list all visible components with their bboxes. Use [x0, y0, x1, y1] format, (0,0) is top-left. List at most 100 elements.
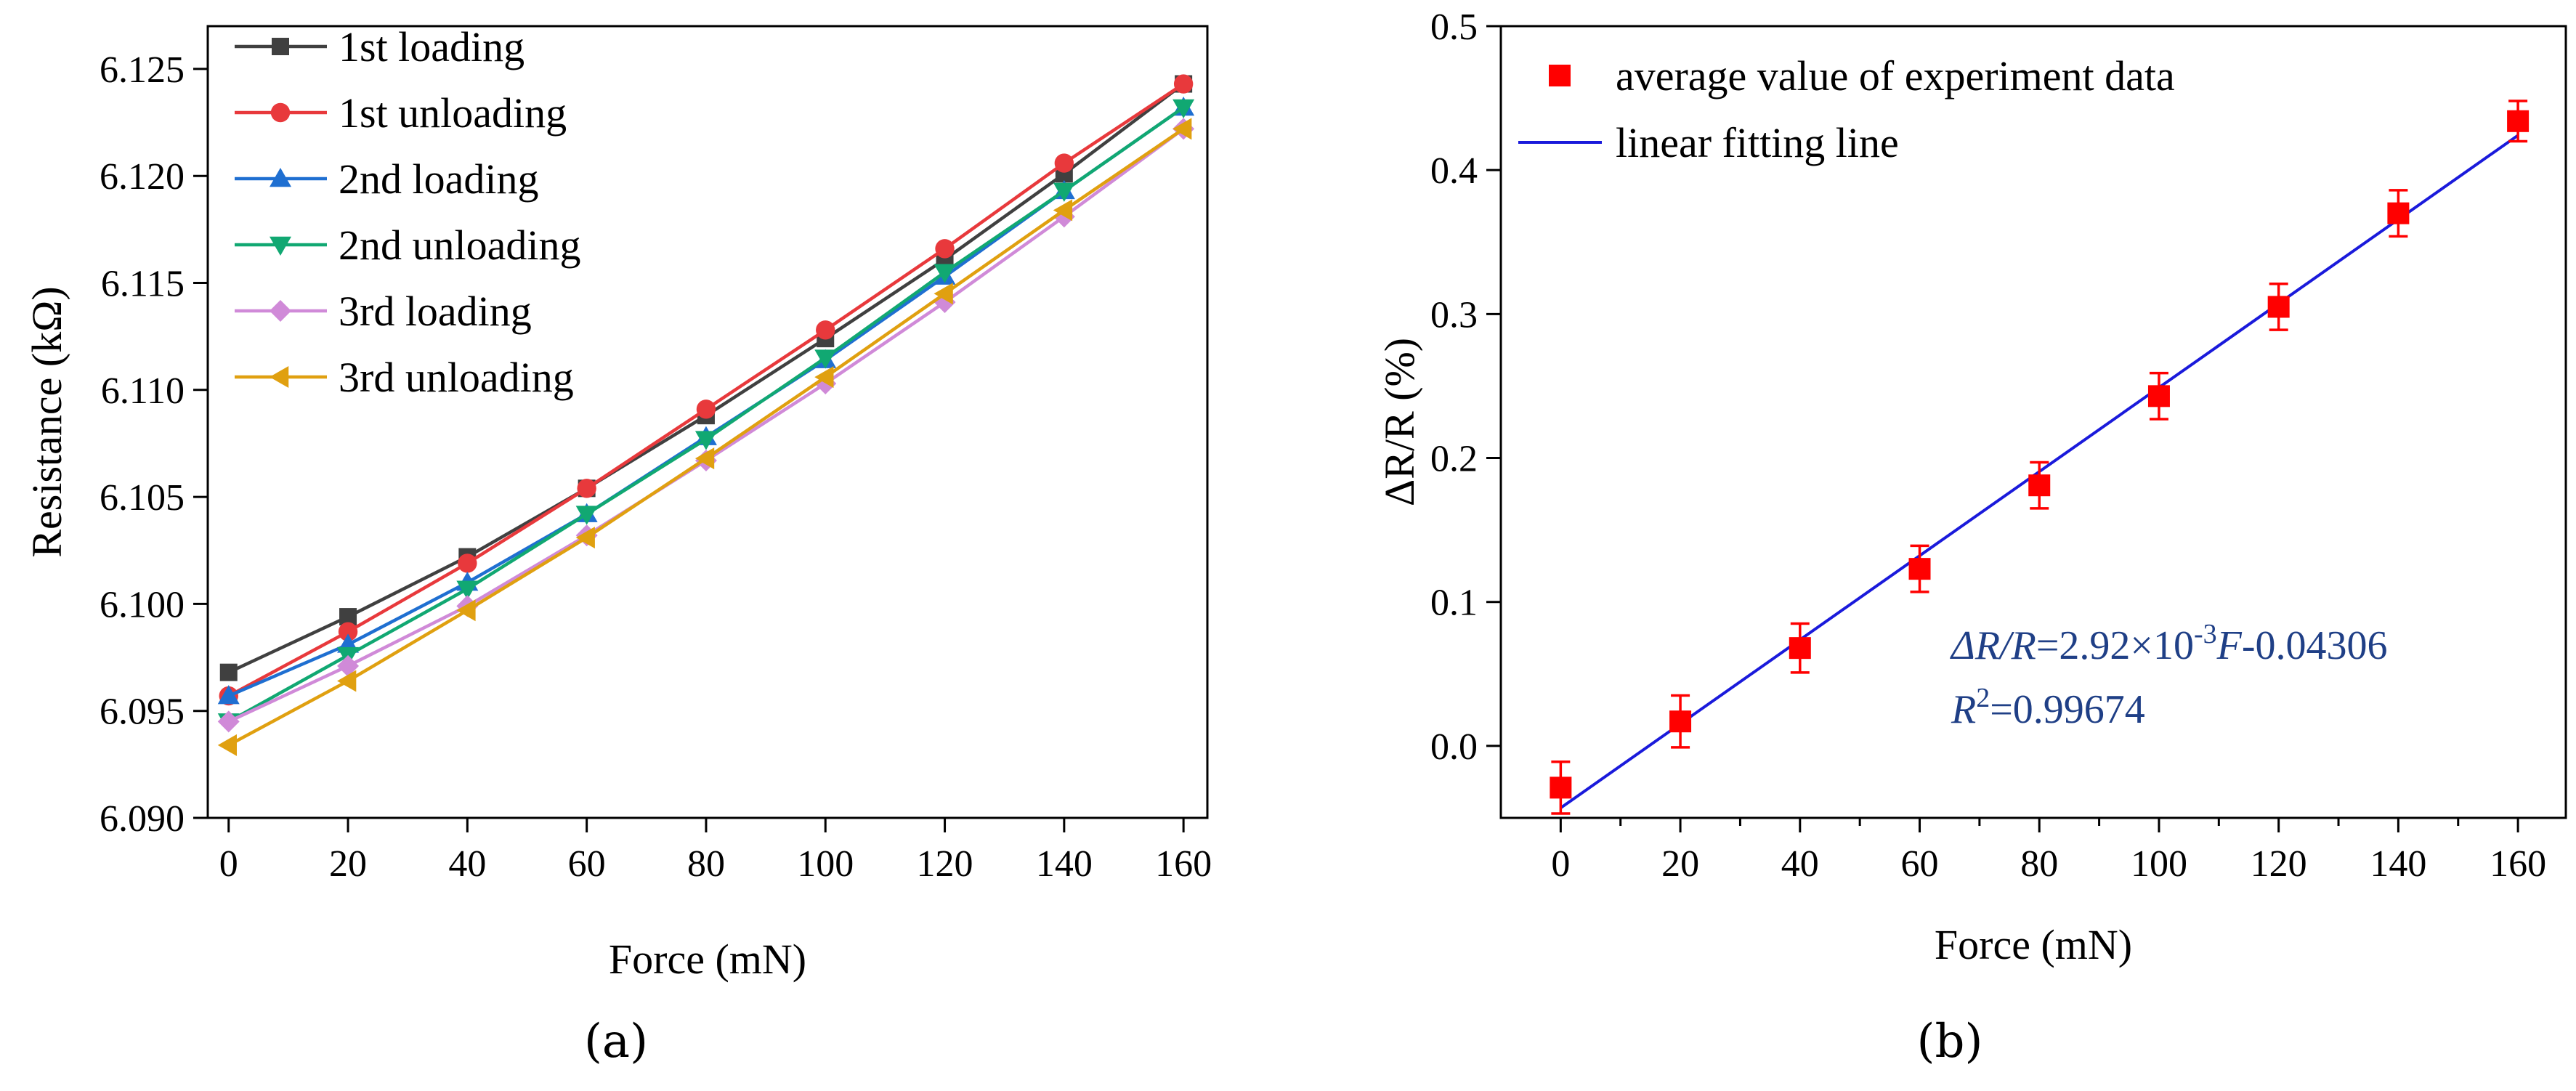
- y-tick-label: 0.3: [1430, 294, 1478, 336]
- legend-item: average value of experiment data: [1549, 52, 2175, 100]
- legend-label: 2nd loading: [339, 155, 538, 203]
- data-point: [935, 239, 955, 259]
- chart-b-x-axis-label: Force (mN): [1935, 921, 2132, 968]
- y-tick-label: 6.100: [100, 584, 185, 625]
- x-tick-label: 120: [2251, 843, 2307, 885]
- data-point: [933, 283, 953, 305]
- data-point: [577, 479, 596, 498]
- x-tick-label: 160: [2490, 843, 2546, 885]
- y-tick-label: 6.120: [100, 156, 185, 198]
- legend-item: 1st unloading: [235, 89, 567, 137]
- legend-marker: [270, 300, 291, 322]
- chart-a-caption: (a): [584, 1015, 648, 1068]
- legend-marker: [1549, 65, 1571, 86]
- y-tick-label: 6.105: [100, 477, 185, 519]
- y-tick-label: 0.4: [1430, 150, 1478, 192]
- y-tick-label: 6.115: [101, 264, 185, 305]
- r2-exp: 2: [1976, 683, 1990, 713]
- data-point-with-error: [1908, 544, 1931, 593]
- data-point-with-error: [1669, 694, 1692, 749]
- data-point: [217, 685, 240, 705]
- legend-marker: [270, 102, 291, 123]
- chart-a-y-axis-label: Resistance (kΩ): [23, 286, 70, 557]
- r2-value: =0.99674: [1990, 687, 2145, 732]
- x-tick-label: 80: [2020, 843, 2058, 885]
- x-tick-label: 20: [1661, 843, 1699, 885]
- data-point: [575, 527, 595, 549]
- series-3rd-unloading: [217, 118, 1192, 756]
- eq-coef: =2.92×10: [2036, 623, 2194, 668]
- x-tick-label: 100: [2131, 843, 2187, 885]
- x-tick-label: 20: [329, 843, 367, 885]
- chart-b-caption: (b): [1917, 1015, 1983, 1068]
- data-point: [1669, 710, 1692, 733]
- eq-var: F: [2216, 623, 2243, 668]
- y-tick-label: 0.0: [1430, 726, 1478, 768]
- x-tick-label: 80: [687, 843, 725, 885]
- chart-b: 0 20 40 60 80 100 120 140 160 0.0 0.1 0.2 0.3 0.4 0.5…: [1376, 7, 2567, 1068]
- data-point: [933, 264, 956, 283]
- legend-label: linear fitting line: [1616, 119, 1899, 166]
- data-point: [456, 580, 479, 600]
- legend-label: 3rd unloading: [339, 354, 574, 401]
- data-point: [2387, 202, 2410, 224]
- data-point: [2147, 385, 2170, 407]
- chart-b-r-squared: R2=0.99674: [1951, 683, 2145, 732]
- data-point: [575, 506, 598, 525]
- data-point: [219, 663, 238, 681]
- legend-marker: [272, 38, 289, 55]
- y-tick-label: 0.1: [1430, 583, 1478, 624]
- y-tick-label: 0.5: [1430, 7, 1478, 48]
- legend-item: 2nd unloading: [235, 222, 580, 269]
- data-point-with-error: [1550, 760, 1572, 815]
- data-point-with-error: [2387, 189, 2410, 238]
- data-point: [814, 366, 834, 389]
- legend-item: 3rd loading: [235, 288, 532, 335]
- data-point: [694, 447, 715, 470]
- eq-intercept: -0.04306: [2242, 623, 2388, 668]
- r2-var: R: [1951, 687, 1976, 732]
- data-point-with-error: [2147, 371, 2170, 421]
- x-tick-label: 0: [219, 843, 238, 885]
- data-point: [2267, 296, 2290, 318]
- data-point: [1172, 118, 1192, 140]
- legend-item: 2nd loading: [235, 155, 538, 203]
- legend-item: 3rd unloading: [235, 354, 574, 401]
- data-point: [694, 431, 717, 450]
- legend-label: 2nd unloading: [339, 222, 580, 269]
- data-point: [217, 734, 238, 756]
- data-point: [1173, 74, 1194, 94]
- data-point: [2028, 474, 2051, 497]
- series-3rd-loading: [217, 118, 1195, 733]
- data-point: [1053, 182, 1075, 202]
- data-point: [1908, 558, 1931, 580]
- data-point: [1172, 99, 1195, 118]
- x-tick-label: 140: [1036, 843, 1093, 885]
- data-point: [1550, 776, 1572, 799]
- chart-b-plot-frame: [1499, 25, 2567, 819]
- chart-a-x-axis-label: Force (mN): [609, 936, 806, 983]
- data-point: [337, 654, 360, 677]
- y-tick-label: 6.095: [100, 691, 185, 733]
- x-tick-label: 160: [1155, 843, 1212, 885]
- y-tick-label: 0.2: [1430, 439, 1478, 480]
- data-point: [1789, 637, 1811, 660]
- y-tick-label: 6.090: [100, 798, 185, 840]
- data-point-with-error: [1789, 622, 1811, 674]
- y-tick-label: 6.110: [101, 370, 185, 412]
- legend-label: 1st loading: [339, 23, 524, 70]
- data-point: [1054, 153, 1074, 173]
- legend-item: 1st loading: [235, 23, 524, 70]
- data-point: [2507, 110, 2530, 132]
- data-point: [814, 349, 837, 369]
- eq-exp: -3: [2194, 619, 2217, 649]
- chart-a: 0 20 40 60 80 100 120 140 160 6.090 6.095 6.100 6.1…: [23, 23, 1212, 1068]
- legend-label: 1st unloading: [339, 89, 567, 137]
- legend-marker: [270, 236, 291, 256]
- data-point-with-error: [2028, 461, 2051, 510]
- chart-b-fit-equation: ΔR/R=2.92×10-3F-0.04306: [1950, 619, 2388, 668]
- x-tick-label: 60: [1901, 843, 1939, 885]
- x-tick-label: 120: [917, 843, 973, 885]
- data-point: [458, 553, 477, 573]
